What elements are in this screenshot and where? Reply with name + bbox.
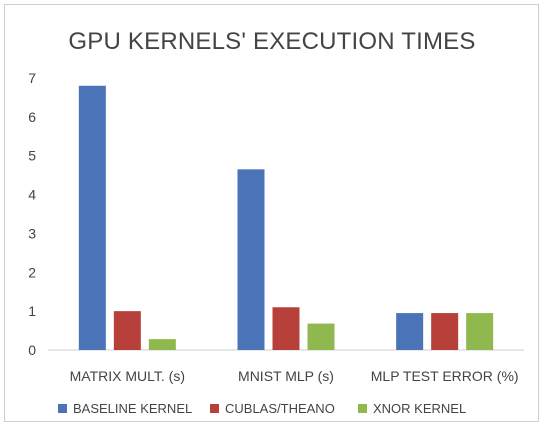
bar-xnor-kernel-2 <box>466 313 494 350</box>
bar-xnor-kernel-1 <box>307 323 335 350</box>
bars <box>78 85 494 351</box>
bar-cublas-theano-1 <box>272 307 300 350</box>
bar-cublas-theano-0 <box>113 311 141 350</box>
category-label: MLP TEST ERROR (%) <box>371 368 519 384</box>
y-tick-label: 4 <box>28 187 36 203</box>
category-label: MATRIX MULT. (s) <box>70 368 185 384</box>
bar-baseline-kernel-1 <box>237 169 265 350</box>
bar-cublas-theano-2 <box>431 313 459 350</box>
y-axis: 0 1 2 3 4 5 6 7 <box>28 70 36 358</box>
y-tick-label: 2 <box>28 264 36 280</box>
category-labels: MATRIX MULT. (s) MNIST MLP (s) MLP TEST ER… <box>70 368 519 384</box>
legend: BASELINE KERNEL CUBLAS/THEANO XNOR KERNEL <box>58 401 466 416</box>
legend-swatch <box>358 404 367 413</box>
legend-swatch <box>58 404 67 413</box>
bar-baseline-kernel-2 <box>396 313 424 350</box>
category-label: MNIST MLP (s) <box>238 368 334 384</box>
legend-swatch <box>210 404 219 413</box>
y-tick-label: 5 <box>28 148 36 164</box>
bar-baseline-kernel-0 <box>78 85 106 351</box>
legend-label: XNOR KERNEL <box>373 401 466 416</box>
y-tick-label: 1 <box>28 303 36 319</box>
y-tick-label: 0 <box>28 342 36 358</box>
legend-label: BASELINE KERNEL <box>73 401 192 416</box>
legend-label: CUBLAS/THEANO <box>225 401 335 416</box>
chart-title: GPU KERNELS' EXECUTION TIMES <box>68 28 475 55</box>
y-tick-label: 6 <box>28 109 36 125</box>
y-tick-label: 7 <box>28 70 36 86</box>
bar-xnor-kernel-0 <box>148 339 176 350</box>
y-tick-label: 3 <box>28 225 36 241</box>
